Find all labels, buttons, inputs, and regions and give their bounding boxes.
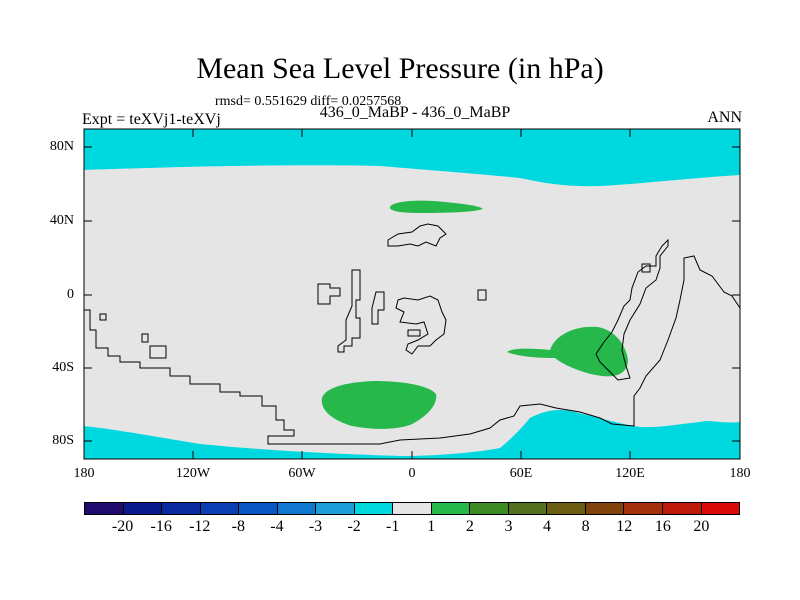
lon-label-180w: 180 (73, 466, 95, 481)
lat-label-80n: 80N (49, 139, 74, 154)
colorbar-swatch (239, 502, 278, 515)
colorbar-label: -20 (111, 518, 134, 535)
high-patch-north-atlantic (389, 200, 483, 213)
colorbar-swatch (701, 502, 741, 515)
lat-label-eq: 0 (67, 287, 74, 302)
colorbar-label: 12 (616, 518, 633, 535)
colorbar-label: 8 (581, 518, 590, 535)
colorbar-label: 2 (465, 518, 474, 535)
colorbar-label: -2 (347, 518, 361, 535)
high-patch-indian-ocean (507, 326, 628, 377)
colorbar (84, 502, 741, 515)
colorbar-swatch (316, 502, 355, 515)
colorbar-swatch (277, 502, 317, 515)
lon-label-180e: 180 (729, 466, 751, 481)
colorbar-swatch (162, 502, 201, 515)
lon-label-0: 0 (408, 466, 416, 481)
colorbar-label: -16 (150, 518, 172, 535)
stats-text: rmsd= 0.551629 diff= 0.0257568 (215, 94, 402, 109)
lat-label-80s: 80S (52, 433, 74, 448)
south-low-band (84, 410, 740, 459)
colorbar-label: -12 (189, 518, 211, 535)
colorbar-swatch (585, 502, 625, 515)
colorbar-swatch (354, 502, 394, 515)
lon-label-120w: 120W (175, 466, 211, 481)
colorbar-label: 16 (654, 518, 671, 535)
lat-label-40n: 40N (49, 213, 74, 228)
colorbar-label: -4 (270, 518, 284, 535)
experiment-label: Expt = teXVj1-teXVj (82, 111, 221, 128)
north-low-band (84, 129, 740, 187)
lon-label-60e: 60E (509, 466, 533, 481)
colorbar-swatch (393, 502, 432, 515)
experiment-pair-label: 436_0_MaBP - 436_0_MaBP (319, 104, 511, 121)
high-patch-south-atlantic (321, 381, 437, 429)
colorbar-swatch (547, 502, 586, 515)
lat-label-40s: 40S (52, 360, 74, 375)
axis-ticks (83, 129, 741, 459)
lon-label-120e: 120E (615, 466, 645, 481)
colorbar-label: 20 (693, 518, 710, 535)
colorbar-label: 4 (543, 518, 552, 535)
colorbar-swatch (200, 502, 240, 515)
lon-label-60w: 60W (288, 466, 316, 481)
colorbar-swatch (624, 502, 663, 515)
colorbar-label: 3 (504, 518, 513, 535)
season-label: ANN (707, 109, 742, 126)
plot-title: Mean Sea Level Pressure (in hPa) (196, 52, 604, 85)
colorbar-swatch (662, 502, 702, 515)
colorbar-label: -1 (386, 518, 400, 535)
coastlines (84, 223, 741, 445)
colorbar-swatch (84, 502, 124, 515)
colorbar-swatch (431, 502, 471, 515)
colorbar-swatch (508, 502, 548, 515)
colorbar-swatch (470, 502, 509, 515)
colorbar-label: -8 (231, 518, 245, 535)
colorbar-label: 1 (427, 518, 436, 535)
colorbar-swatch (123, 502, 163, 515)
colorbar-label: -3 (308, 518, 323, 535)
